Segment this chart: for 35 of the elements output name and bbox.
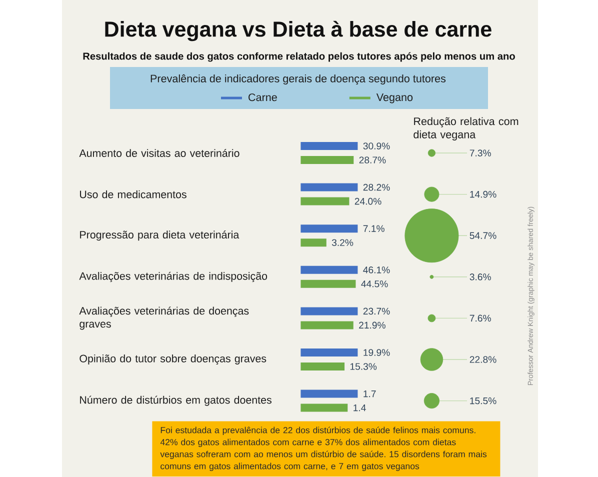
- data-label: 7.6%: [470, 314, 491, 322]
- legend-label: Vegano: [376, 94, 413, 104]
- y-tick-label: Progressão para dieta veterinária: [80, 230, 240, 241]
- chart-title: Dieta vegana vs Dieta à base de carne: [105, 20, 492, 42]
- data-label: 54.7%: [470, 232, 496, 239]
- data-label: 1.4: [354, 404, 366, 412]
- data-label: 14.9%: [470, 190, 496, 198]
- data-label: 28.2%: [363, 184, 390, 191]
- y-tick-label: Opinião do tutor sobre doenças graves: [80, 354, 266, 365]
- data-label: 3.2%: [332, 239, 354, 246]
- data-label: 28.7%: [359, 156, 386, 164]
- data-label: 7.1%: [363, 225, 384, 232]
- text: Redução relativa com dieta vegana: [414, 117, 518, 140]
- data-label: 22.8%: [470, 356, 496, 363]
- data-label: 19.9%: [364, 349, 390, 356]
- data-label: 46.1%: [363, 266, 390, 274]
- data-label: 15.5%: [470, 397, 496, 404]
- data-label: 23.7%: [363, 308, 390, 315]
- y-tick-label: Avaliações veterinárias de indisposição: [79, 272, 268, 282]
- legend-title: Prevalência de indicadores gerais de doença segundo tutores: [150, 74, 446, 85]
- data-label: 24.0%: [354, 198, 382, 205]
- data-label: 21.9%: [359, 322, 386, 329]
- annotation: Foi estudada a prevalência de 22 dos distúrbios de saúde felinos mais comuns. 42% dos gatos alimentados com carne e 37% dos alimentados com dietas veganas sofreram com ao menos um distúrbio de saúde. 15 disordens foram mais comuns em gatos alimentados com carne, e 7 em gatos veganos: [160, 426, 487, 472]
- y-tick-label: Avaliações veterinárias de doenças graves: [79, 306, 249, 330]
- y-tick-label: Uso de medicamentos: [80, 190, 186, 198]
- legend-label: Carne: [248, 93, 277, 102]
- data-label: 7.3%: [470, 150, 491, 156]
- data-label: 30.9%: [363, 142, 390, 150]
- data-label: 44.5%: [361, 280, 388, 288]
- data-label: 3.6%: [470, 274, 491, 280]
- data-label: 15.3%: [350, 363, 377, 370]
- y-tick-label: Aumento de visitas ao veterinário: [79, 149, 240, 157]
- data-label: 1.7: [364, 390, 376, 398]
- chart-subtitle: Resultados de saude dos gatos conforme relatado pelos tutores após pelo menos um ano: [83, 52, 515, 62]
- y-tick-label: Número de distúrbios em gatos doentes: [80, 396, 272, 406]
